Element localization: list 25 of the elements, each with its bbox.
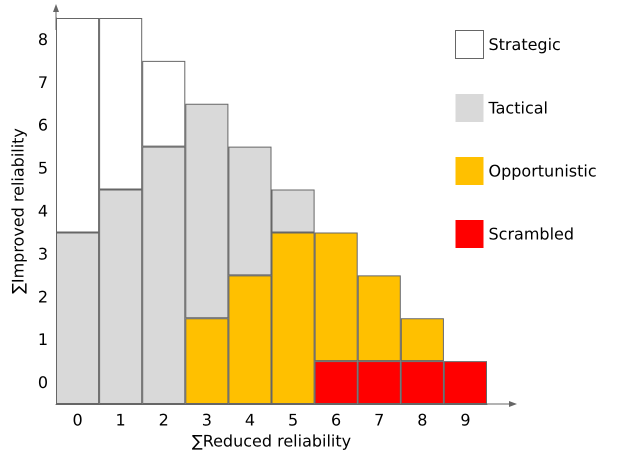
x-tick-label: 5 <box>288 410 298 430</box>
y-axis-title: ∑Improved reliability <box>8 128 28 294</box>
legend-label: Tactical <box>488 98 548 118</box>
x-tick-label: 9 <box>460 410 471 430</box>
legend-label: Opportunistic <box>488 162 597 180</box>
legend-label: Strategic <box>488 35 561 54</box>
x-tick-label: 7 <box>374 410 384 430</box>
x-tick-label: 6 <box>331 410 342 430</box>
legend-label: Scrambled <box>488 224 574 244</box>
y-tick-label: 4 <box>38 202 48 220</box>
y-tick-label: 6 <box>38 116 48 135</box>
x-tick-label: 0 <box>72 410 83 430</box>
y-tick-label: 7 <box>38 72 48 92</box>
x-tick-label: 8 <box>417 410 428 430</box>
y-tick-label: 1 <box>38 330 48 350</box>
y-tick-label: 2 <box>38 287 48 306</box>
x-tick-label: 4 <box>244 410 256 430</box>
y-tick-label: 3 <box>38 244 48 264</box>
y-tick-label: 8 <box>38 30 48 49</box>
x-axis-title: ∑Reduced reliability <box>192 431 352 450</box>
y-tick-label: 0 <box>38 373 48 392</box>
y-tick-label: 5 <box>38 158 48 178</box>
x-tick-label: 3 <box>202 410 212 430</box>
x-tick-label: 2 <box>158 410 169 430</box>
x-tick-label: 1 <box>116 410 126 430</box>
